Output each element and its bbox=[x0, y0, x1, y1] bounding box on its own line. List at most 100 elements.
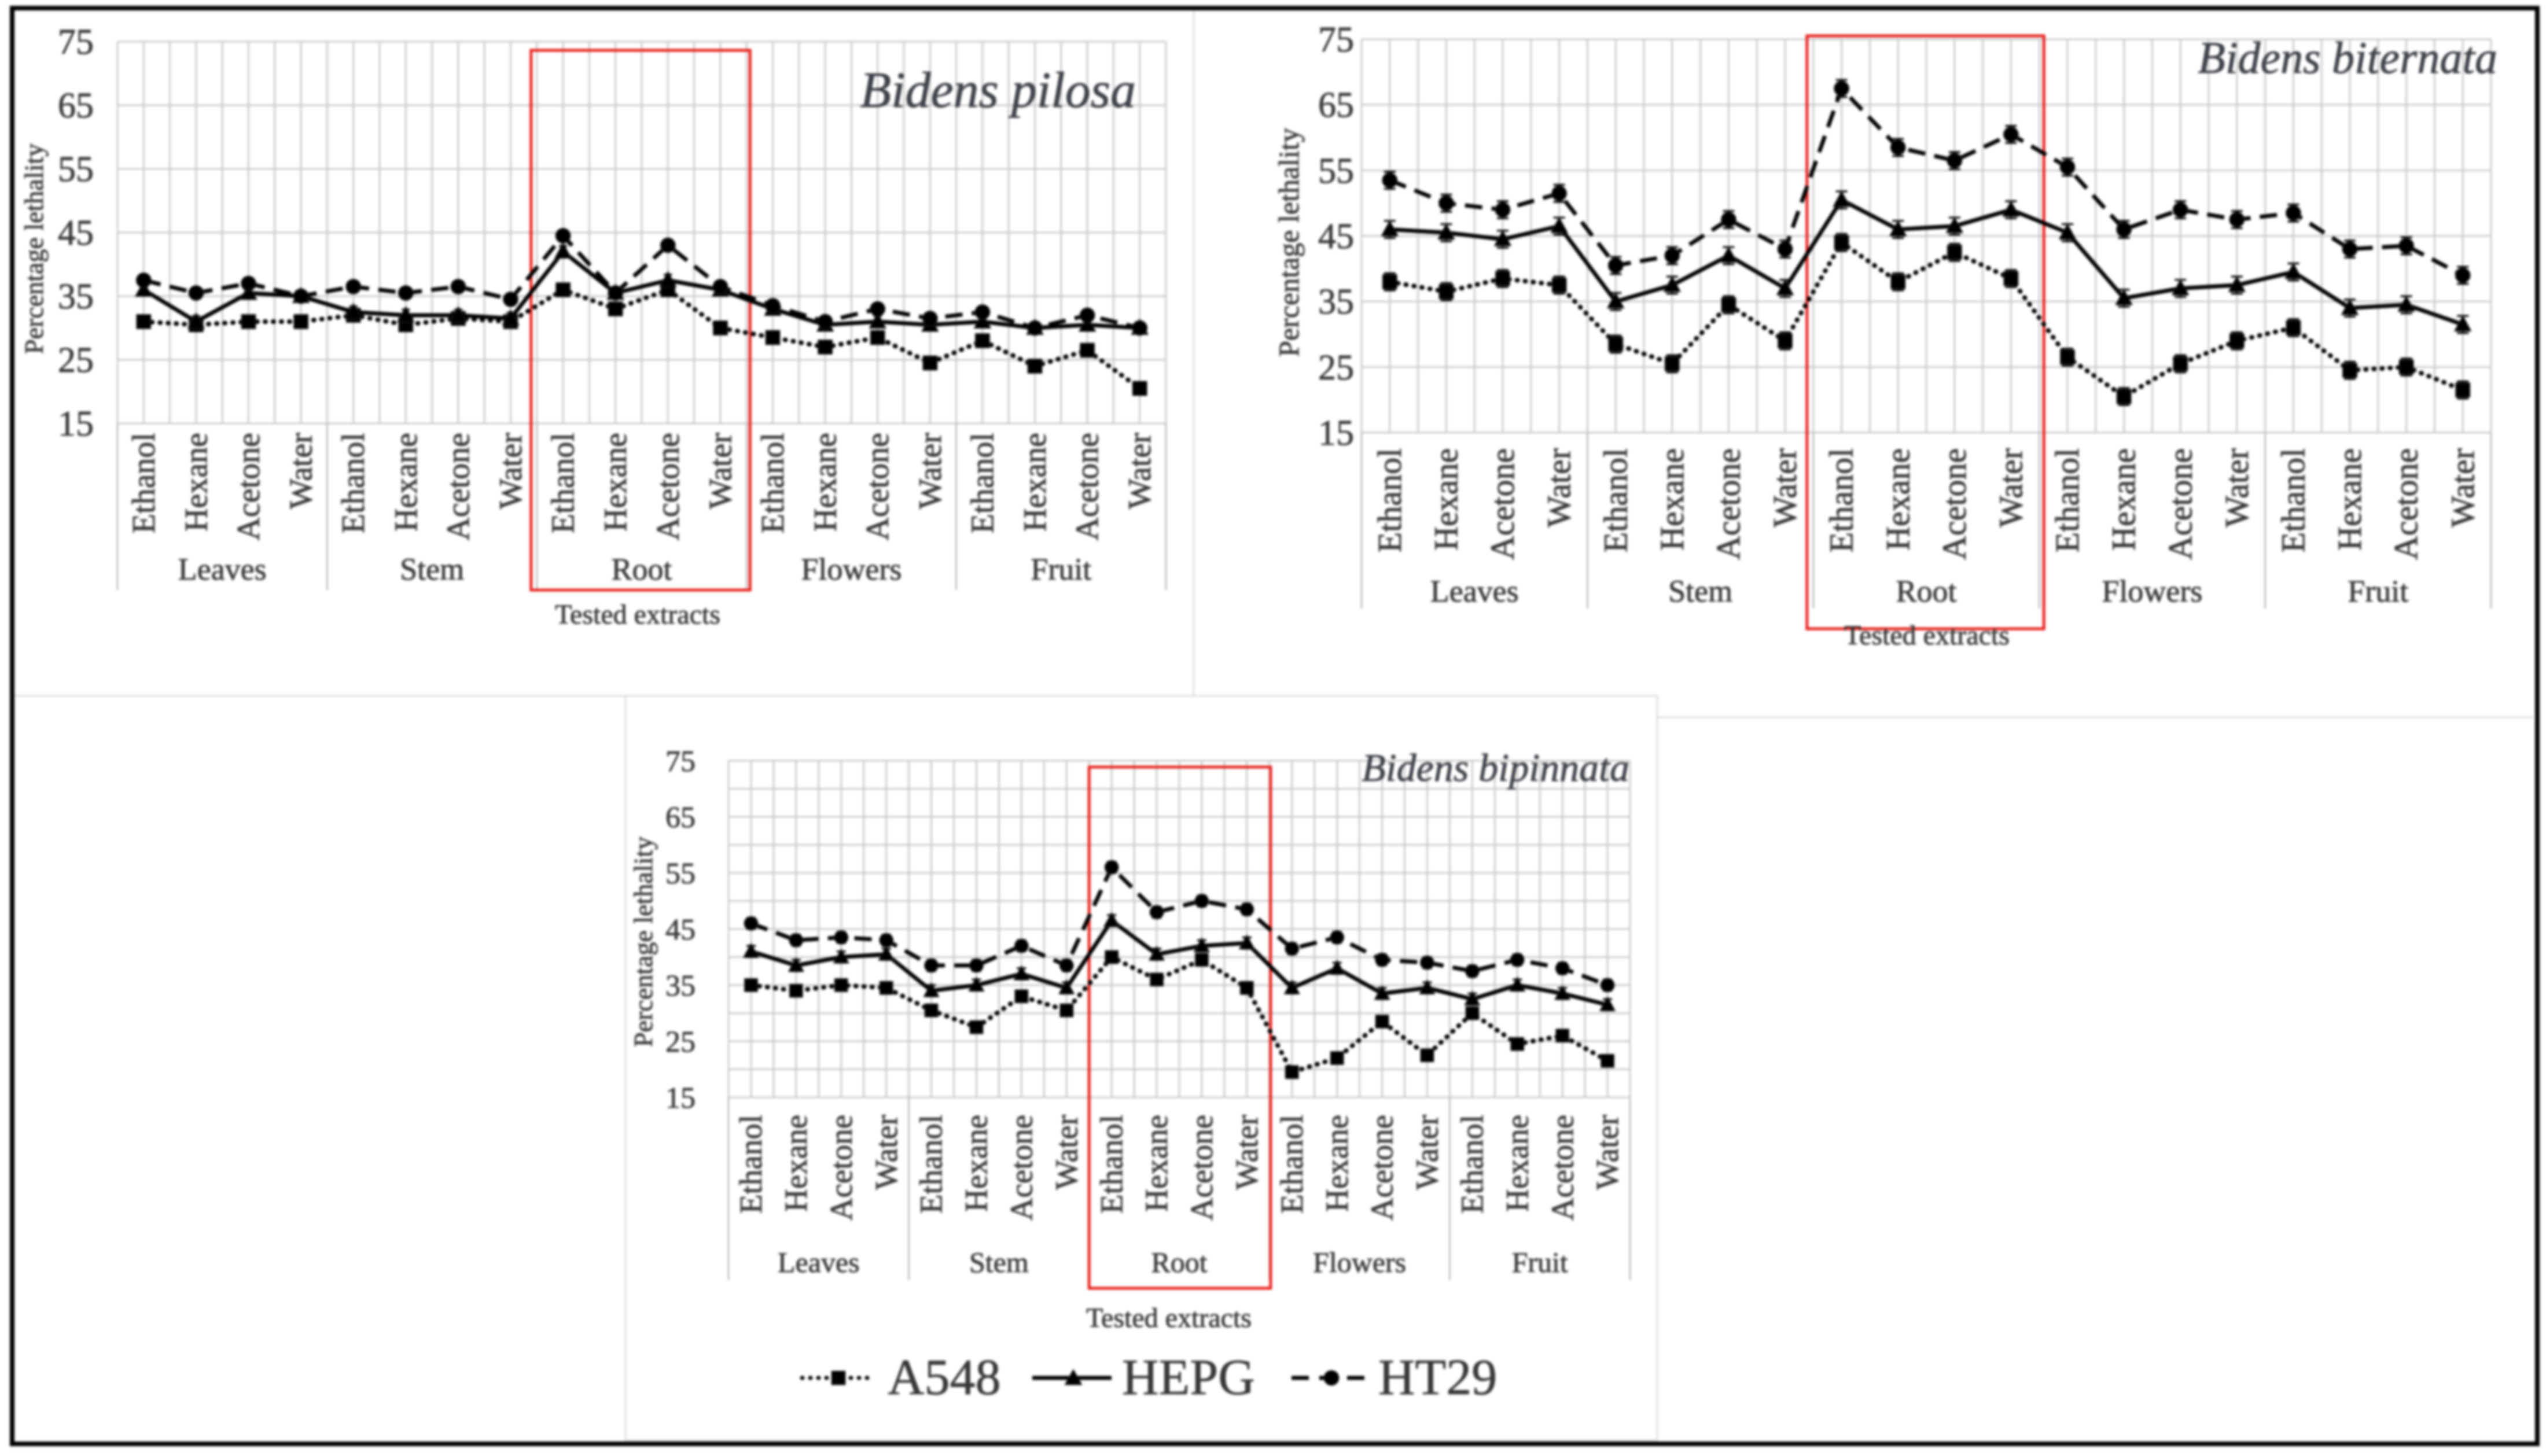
svg-text:25: 25 bbox=[1318, 348, 1354, 388]
svg-text:Acetone: Acetone bbox=[1004, 1115, 1039, 1221]
svg-text:Acetone: Acetone bbox=[1544, 1115, 1580, 1221]
svg-text:Hexane: Hexane bbox=[1499, 1115, 1535, 1212]
svg-text:65: 65 bbox=[1318, 86, 1354, 125]
svg-text:Hexane: Hexane bbox=[778, 1115, 814, 1212]
svg-text:Hexane: Hexane bbox=[2331, 448, 2368, 551]
svg-text:Ethanol: Ethanol bbox=[914, 1115, 949, 1214]
svg-text:Acetone: Acetone bbox=[231, 433, 267, 541]
svg-text:Bidens biternata: Bidens biternata bbox=[2198, 32, 2497, 83]
svg-text:Acetone: Acetone bbox=[440, 433, 476, 541]
svg-text:Percentage lethality: Percentage lethality bbox=[628, 836, 658, 1047]
svg-text:Fruit: Fruit bbox=[1512, 1246, 1568, 1278]
svg-text:35: 35 bbox=[58, 277, 94, 316]
svg-text:45: 45 bbox=[1318, 217, 1354, 256]
svg-text:Hexane: Hexane bbox=[1427, 448, 1465, 551]
svg-text:75: 75 bbox=[1318, 20, 1354, 60]
svg-text:Hexane: Hexane bbox=[1017, 433, 1053, 532]
svg-text:Water: Water bbox=[2444, 448, 2481, 528]
svg-text:Tested extracts: Tested extracts bbox=[1844, 620, 2010, 651]
svg-text:Water: Water bbox=[1048, 1115, 1084, 1190]
svg-text:Ethanol: Ethanol bbox=[733, 1115, 768, 1214]
svg-text:Water: Water bbox=[702, 433, 738, 510]
svg-text:Water: Water bbox=[493, 433, 529, 510]
svg-text:Water: Water bbox=[1590, 1115, 1625, 1190]
svg-text:Acetone: Acetone bbox=[1184, 1115, 1219, 1221]
svg-text:Water: Water bbox=[1229, 1115, 1264, 1190]
svg-text:Water: Water bbox=[2218, 448, 2256, 528]
svg-text:65: 65 bbox=[58, 86, 94, 126]
svg-text:Leaves: Leaves bbox=[1430, 574, 1519, 609]
svg-text:Leaves: Leaves bbox=[778, 1246, 860, 1278]
svg-text:Water: Water bbox=[913, 433, 948, 510]
svg-text:Acetone: Acetone bbox=[860, 433, 896, 541]
svg-text:Flowers: Flowers bbox=[801, 552, 902, 587]
svg-text:Acetone: Acetone bbox=[1364, 1115, 1400, 1221]
svg-text:Hexane: Hexane bbox=[1879, 448, 1916, 551]
svg-text:75: 75 bbox=[58, 23, 94, 62]
svg-text:Stem: Stem bbox=[1668, 574, 1732, 609]
svg-text:Water: Water bbox=[1540, 448, 1578, 528]
svg-text:Flowers: Flowers bbox=[1313, 1246, 1406, 1278]
svg-text:HT29: HT29 bbox=[1378, 1350, 1497, 1406]
svg-text:Hexane: Hexane bbox=[178, 433, 214, 532]
svg-text:75: 75 bbox=[665, 745, 696, 778]
svg-text:Ethanol: Ethanol bbox=[1596, 448, 1634, 552]
svg-text:Percentage lethality: Percentage lethality bbox=[19, 143, 49, 354]
svg-text:Hexane: Hexane bbox=[1319, 1115, 1355, 1212]
svg-text:Hexane: Hexane bbox=[388, 433, 424, 532]
svg-text:Tested extracts: Tested extracts bbox=[1086, 1303, 1252, 1333]
svg-text:Hexane: Hexane bbox=[959, 1115, 994, 1212]
svg-text:Acetone: Acetone bbox=[1484, 448, 1521, 560]
svg-text:Ethanol: Ethanol bbox=[965, 433, 1000, 533]
svg-text:Acetone: Acetone bbox=[1936, 448, 1973, 560]
svg-text:55: 55 bbox=[58, 150, 94, 189]
svg-text:Fruit: Fruit bbox=[1031, 552, 1091, 587]
svg-text:35: 35 bbox=[1318, 282, 1354, 322]
svg-text:A548: A548 bbox=[888, 1350, 1001, 1406]
svg-text:Tested extracts: Tested extracts bbox=[555, 599, 720, 630]
svg-text:Ethanol: Ethanol bbox=[2275, 448, 2312, 552]
svg-text:Hexane: Hexane bbox=[808, 433, 844, 532]
svg-text:15: 15 bbox=[1318, 414, 1354, 453]
svg-text:15: 15 bbox=[58, 404, 94, 444]
svg-text:Acetone: Acetone bbox=[650, 433, 686, 541]
svg-text:Ethanol: Ethanol bbox=[1094, 1115, 1129, 1214]
svg-text:Acetone: Acetone bbox=[1070, 433, 1106, 541]
svg-text:Water: Water bbox=[1122, 433, 1158, 510]
svg-text:Percentage lethality: Percentage lethality bbox=[1272, 128, 1305, 357]
svg-text:Water: Water bbox=[1410, 1115, 1445, 1190]
svg-text:Hexane: Hexane bbox=[598, 433, 634, 532]
svg-text:Hexane: Hexane bbox=[1653, 448, 1691, 551]
svg-text:55: 55 bbox=[1318, 152, 1354, 191]
svg-text:Ethanol: Ethanol bbox=[1823, 448, 1860, 552]
svg-text:Leaves: Leaves bbox=[178, 552, 267, 587]
svg-text:Hexane: Hexane bbox=[2105, 448, 2143, 551]
svg-text:45: 45 bbox=[665, 913, 696, 946]
svg-text:Water: Water bbox=[869, 1115, 904, 1190]
svg-text:Bidens bipinnata: Bidens bipinnata bbox=[1362, 746, 1629, 790]
svg-text:Root: Root bbox=[1151, 1246, 1207, 1278]
svg-text:Acetone: Acetone bbox=[1710, 448, 1747, 560]
svg-text:Acetone: Acetone bbox=[2161, 448, 2199, 560]
svg-text:45: 45 bbox=[58, 213, 94, 253]
svg-text:Flowers: Flowers bbox=[2102, 574, 2202, 609]
svg-text:25: 25 bbox=[58, 341, 94, 380]
svg-text:Acetone: Acetone bbox=[823, 1115, 859, 1221]
svg-text:Stem: Stem bbox=[969, 1246, 1029, 1278]
svg-text:Ethanol: Ethanol bbox=[1371, 448, 1408, 552]
svg-text:Ethanol: Ethanol bbox=[126, 433, 162, 533]
svg-text:35: 35 bbox=[665, 970, 696, 1002]
svg-text:Fruit: Fruit bbox=[2348, 574, 2408, 609]
svg-text:Ethanol: Ethanol bbox=[755, 433, 791, 533]
svg-text:Ethanol: Ethanol bbox=[336, 433, 371, 533]
svg-text:HEPG: HEPG bbox=[1122, 1350, 1255, 1406]
svg-text:Ethanol: Ethanol bbox=[1455, 1115, 1490, 1214]
svg-text:55: 55 bbox=[665, 857, 696, 890]
svg-text:Root: Root bbox=[611, 552, 672, 587]
svg-text:15: 15 bbox=[665, 1082, 696, 1115]
svg-text:Ethanol: Ethanol bbox=[2048, 448, 2086, 552]
svg-text:Water: Water bbox=[1766, 448, 1804, 528]
svg-text:Acetone: Acetone bbox=[2387, 448, 2425, 560]
svg-text:Hexane: Hexane bbox=[1139, 1115, 1174, 1212]
svg-text:Bidens pilosa: Bidens pilosa bbox=[860, 62, 1136, 119]
